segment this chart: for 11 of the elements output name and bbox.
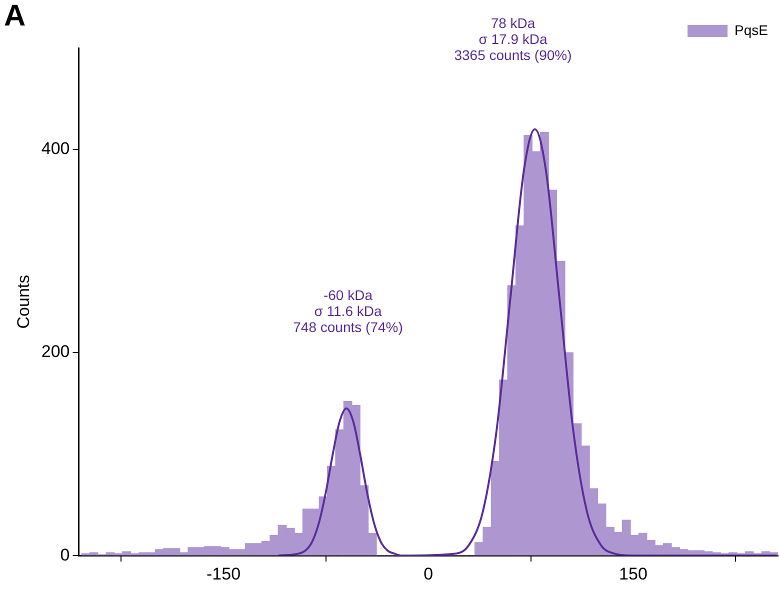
annotation: -60 kDa σ 11.6 kDa 748 counts (74%) bbox=[293, 286, 403, 335]
y-tick-label: 400 bbox=[41, 139, 70, 158]
x-tick-label: -150 bbox=[206, 564, 241, 584]
x-tick-label: 150 bbox=[619, 564, 648, 584]
legend-label: PqsE bbox=[734, 22, 768, 38]
y-tick-label: 200 bbox=[41, 342, 70, 362]
annotation: 78 kDa σ 17.9 kDa 3365 counts (90%) bbox=[454, 14, 572, 63]
text: A bbox=[4, 0, 26, 32]
y-axis-title: Counts bbox=[14, 274, 33, 329]
y-tick-label: 0 bbox=[60, 545, 70, 564]
x-tick-label: 0 bbox=[424, 564, 434, 584]
